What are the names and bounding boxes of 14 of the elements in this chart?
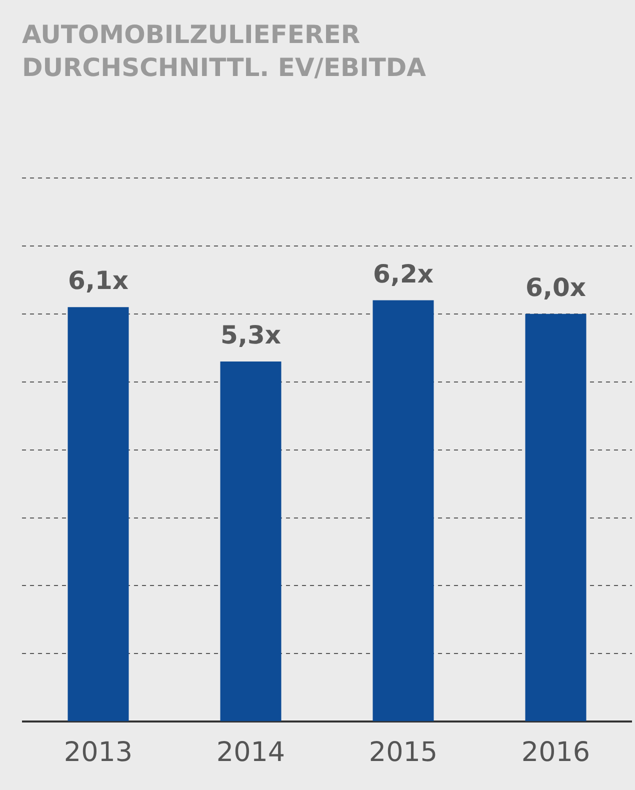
data-label: 6,1x [68,266,128,296]
bar [68,307,129,722]
x-tick-label: 2015 [368,736,438,768]
data-label: 6,0x [526,272,586,302]
chart-title: AUTOMOBILZULIEFERER [22,19,362,51]
bar [220,361,282,722]
data-label: 6,2x [373,259,434,288]
x-tick-label: 2014 [216,736,286,768]
chart-subtitle: DURCHSCHNITTL. EV/EBITDA [22,52,426,84]
x-tick-label: 2016 [521,736,590,768]
bar [372,300,434,722]
x-tick-label: 2013 [64,736,133,768]
bar [525,314,586,722]
data-label: 5,3x [220,320,281,350]
